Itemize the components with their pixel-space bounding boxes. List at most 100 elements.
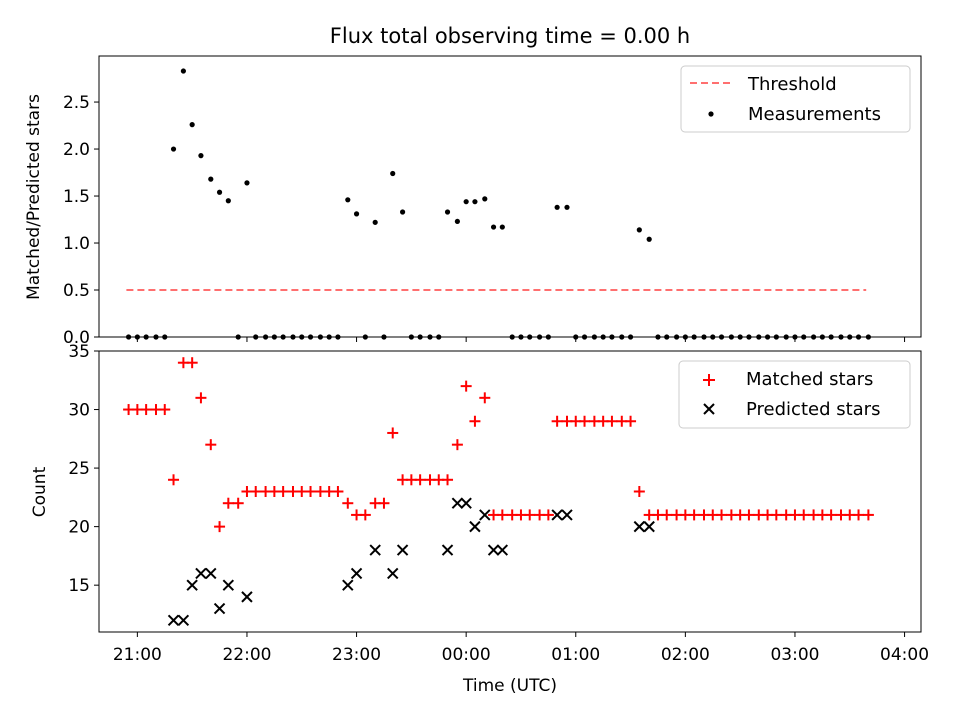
measurements-point (390, 170, 396, 177)
measurements-point (170, 146, 177, 152)
measurements-point (353, 211, 360, 217)
matched-stars-point (232, 497, 244, 509)
matched-stars-point (442, 474, 454, 486)
x-tick-label: 04:00 (880, 645, 929, 665)
predicted-stars-point (369, 544, 381, 556)
bottom-y-tick-label: 25 (68, 459, 90, 479)
predicted-stars-point (167, 614, 180, 626)
measurements-point (646, 236, 652, 242)
bottom-y-tick-label: 35 (68, 342, 90, 362)
predicted-stars-point (213, 602, 226, 615)
matched-stars-point (716, 509, 728, 521)
legend-predicted-swatch (703, 403, 715, 415)
matched-stars-point (342, 497, 354, 509)
matched-stars-point (159, 404, 171, 416)
top-y-axis-label: Matched/Predicted stars (24, 94, 44, 300)
x-axis-label: Time (UTC) (462, 676, 557, 696)
matched-stars-point (524, 509, 536, 521)
matched-stars-point (277, 486, 289, 497)
matched-stars-point (770, 509, 782, 521)
legend-matched-swatch (703, 374, 715, 386)
legend-predicted-label: Predicted stars (746, 399, 880, 420)
measurements-point (198, 153, 204, 159)
matched-stars-point (542, 509, 554, 521)
predicted-stars-point (205, 567, 217, 580)
measurements-point (454, 218, 460, 225)
measurements-point (554, 204, 560, 210)
x-tick-label: 22:00 (222, 645, 271, 665)
predicted-stars-point (342, 579, 354, 591)
predicted-stars-point (350, 567, 363, 580)
matched-stars-point (825, 509, 837, 521)
top-panel: 0.0 0.5 1.0 1.5 2.0 2.5 Matched/Predicted sta… (24, 55, 922, 348)
predicted-stars-point (551, 509, 563, 521)
matched-stars-point (469, 415, 481, 427)
x-tick-label: 03:00 (770, 645, 819, 665)
matched-stars-point (479, 392, 491, 404)
legend-threshold-label: Threshold (747, 74, 837, 95)
x-tick-label: 01:00 (551, 645, 600, 665)
legend-measurements-swatch (708, 111, 714, 117)
predicted-stars-point (643, 520, 655, 533)
measurements-point (490, 224, 497, 230)
measurements-point (636, 227, 642, 233)
x-tick-label: 02:00 (661, 645, 710, 665)
predicted-stars-point (177, 614, 190, 626)
top-y-tick-label: 0.5 (63, 281, 90, 301)
top-legend: Threshold Measurements (680, 65, 911, 133)
matched-stars-point (743, 509, 755, 521)
predicted-stars-point (441, 544, 454, 556)
bottom-y-tick-label: 20 (68, 518, 90, 538)
bottom-legend-box (678, 360, 911, 429)
matched-stars-point (606, 415, 618, 427)
measurements-point (216, 189, 223, 195)
matched-stars-point (250, 486, 262, 497)
measurements-point (208, 176, 214, 182)
matched-stars-point (853, 509, 865, 521)
matched-stars-point (862, 509, 874, 521)
matched-stars-point (496, 509, 508, 521)
measurements-point (180, 68, 186, 74)
measurements-point (189, 122, 195, 128)
matched-stars-point (359, 509, 371, 521)
measurements-point (399, 209, 406, 215)
predicted-stars-point (633, 520, 646, 533)
top-y-tick-label: 1.0 (63, 234, 90, 254)
matched-stars-point (387, 427, 399, 439)
bottom-legend: Matched stars Predicted stars (678, 360, 911, 429)
legend-measurements-label: Measurements (748, 104, 881, 125)
matched-stars-point (332, 486, 344, 497)
matched-stars-point (625, 415, 637, 427)
matched-stars-point (551, 415, 563, 427)
figure-title: Flux total observing time = 0.00 h (330, 24, 690, 48)
matched-stars-point (186, 357, 198, 369)
top-axes-frame (98, 55, 922, 338)
predicted-stars-point (561, 509, 573, 521)
matched-stars-point (305, 486, 317, 497)
matched-stars-point (633, 486, 645, 497)
predicted-stars-point (387, 567, 399, 580)
measurements-point (463, 199, 469, 205)
predicted-stars-point (222, 579, 235, 591)
matched-stars-point (378, 497, 390, 509)
predicted-stars-point (451, 497, 464, 509)
matched-stars-point (798, 509, 810, 521)
top-legend-box (680, 65, 911, 133)
measurements-point (564, 204, 570, 210)
bottom-axes: 15 20 25 30 35 21:00 22:00 23:00 00:00 01:00 02:00… (68, 342, 929, 665)
matched-stars-point (688, 509, 700, 521)
top-y-tick-label: 2.0 (63, 140, 90, 160)
matched-stars-point (168, 474, 180, 486)
top-y-tick-label: 0.0 (63, 328, 90, 348)
predicted-stars-point (469, 520, 481, 533)
top-axes: 0.0 0.5 1.0 1.5 2.0 2.5 (63, 93, 906, 348)
bottom-plot-area (123, 357, 874, 626)
predicted-stars-point (186, 579, 198, 591)
bottom-y-axis-label: Count (30, 466, 50, 517)
matched-stars-point (140, 404, 152, 416)
matched-stars-point (214, 521, 226, 533)
matched-stars-point (195, 392, 207, 404)
measurements-point (499, 224, 505, 230)
top-y-tick-label: 1.5 (63, 187, 90, 207)
measurements-point (444, 209, 451, 215)
